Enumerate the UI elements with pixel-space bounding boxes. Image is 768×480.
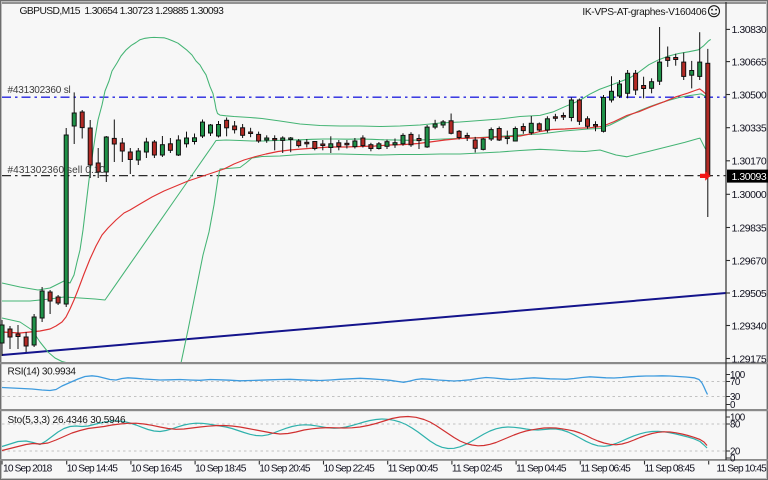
svg-text:10 Sep 20:45: 10 Sep 20:45 bbox=[259, 464, 311, 475]
svg-text:1.30500: 1.30500 bbox=[732, 89, 767, 101]
svg-text:1.29835: 1.29835 bbox=[732, 222, 767, 234]
svg-text:11 Sep 10:45: 11 Sep 10:45 bbox=[716, 464, 767, 475]
svg-text:80: 80 bbox=[730, 420, 741, 431]
svg-text:1.30830: 1.30830 bbox=[732, 24, 767, 36]
svg-text:10 Sep 22:45: 10 Sep 22:45 bbox=[324, 464, 376, 475]
svg-text:10 Sep 16:45: 10 Sep 16:45 bbox=[131, 464, 183, 475]
svg-text:0: 0 bbox=[730, 454, 736, 465]
svg-text:1.29670: 1.29670 bbox=[732, 255, 767, 267]
svg-text:1.30665: 1.30665 bbox=[732, 56, 767, 68]
svg-text:11 Sep 04:45: 11 Sep 04:45 bbox=[516, 464, 567, 475]
svg-text:1.29175: 1.29175 bbox=[732, 353, 767, 365]
svg-text:70: 70 bbox=[730, 377, 741, 388]
svg-text:11 Sep 02:45: 11 Sep 02:45 bbox=[452, 464, 503, 475]
svg-text:1.30000: 1.30000 bbox=[732, 189, 767, 201]
svg-text:GBPUSD,M15 1.30654 1.30723 1.: GBPUSD,M15 1.30654 1.30723 1.29885 1.300… bbox=[20, 6, 225, 17]
svg-text:10 Sep 2018: 10 Sep 2018 bbox=[3, 464, 53, 475]
svg-text:11 Sep 06:45: 11 Sep 06:45 bbox=[580, 464, 631, 475]
svg-text:1.30170: 1.30170 bbox=[732, 156, 767, 168]
svg-text:RSI(14) 30.9934: RSI(14) 30.9934 bbox=[8, 367, 77, 378]
svg-text:#431302360 sl: #431302360 sl bbox=[8, 85, 71, 96]
svg-text:11 Sep 08:45: 11 Sep 08:45 bbox=[645, 464, 696, 475]
svg-text:20: 20 bbox=[730, 447, 741, 458]
svg-text:100: 100 bbox=[730, 413, 746, 424]
svg-text:IK-VPS-AT-graphes-V160406: IK-VPS-AT-graphes-V160406 bbox=[582, 7, 707, 18]
svg-text:Sto(5,3,3) 26.4346 30.5946: Sto(5,3,3) 26.4346 30.5946 bbox=[8, 415, 126, 426]
svg-text:100: 100 bbox=[730, 370, 746, 381]
svg-text:#431302360 sell 0.10: #431302360 sell 0.10 bbox=[8, 165, 106, 176]
svg-text:1.29505: 1.29505 bbox=[732, 288, 767, 300]
svg-text:0: 0 bbox=[730, 400, 736, 411]
svg-text:1.30335: 1.30335 bbox=[732, 123, 767, 135]
svg-text:1.30093: 1.30093 bbox=[732, 171, 767, 183]
svg-text:1.29340: 1.29340 bbox=[732, 320, 767, 332]
svg-text:10 Sep 18:45: 10 Sep 18:45 bbox=[195, 464, 247, 475]
svg-text:30: 30 bbox=[730, 392, 741, 403]
svg-text:11 Sep 00:45: 11 Sep 00:45 bbox=[388, 464, 439, 475]
svg-text:10 Sep 14:45: 10 Sep 14:45 bbox=[67, 464, 119, 475]
